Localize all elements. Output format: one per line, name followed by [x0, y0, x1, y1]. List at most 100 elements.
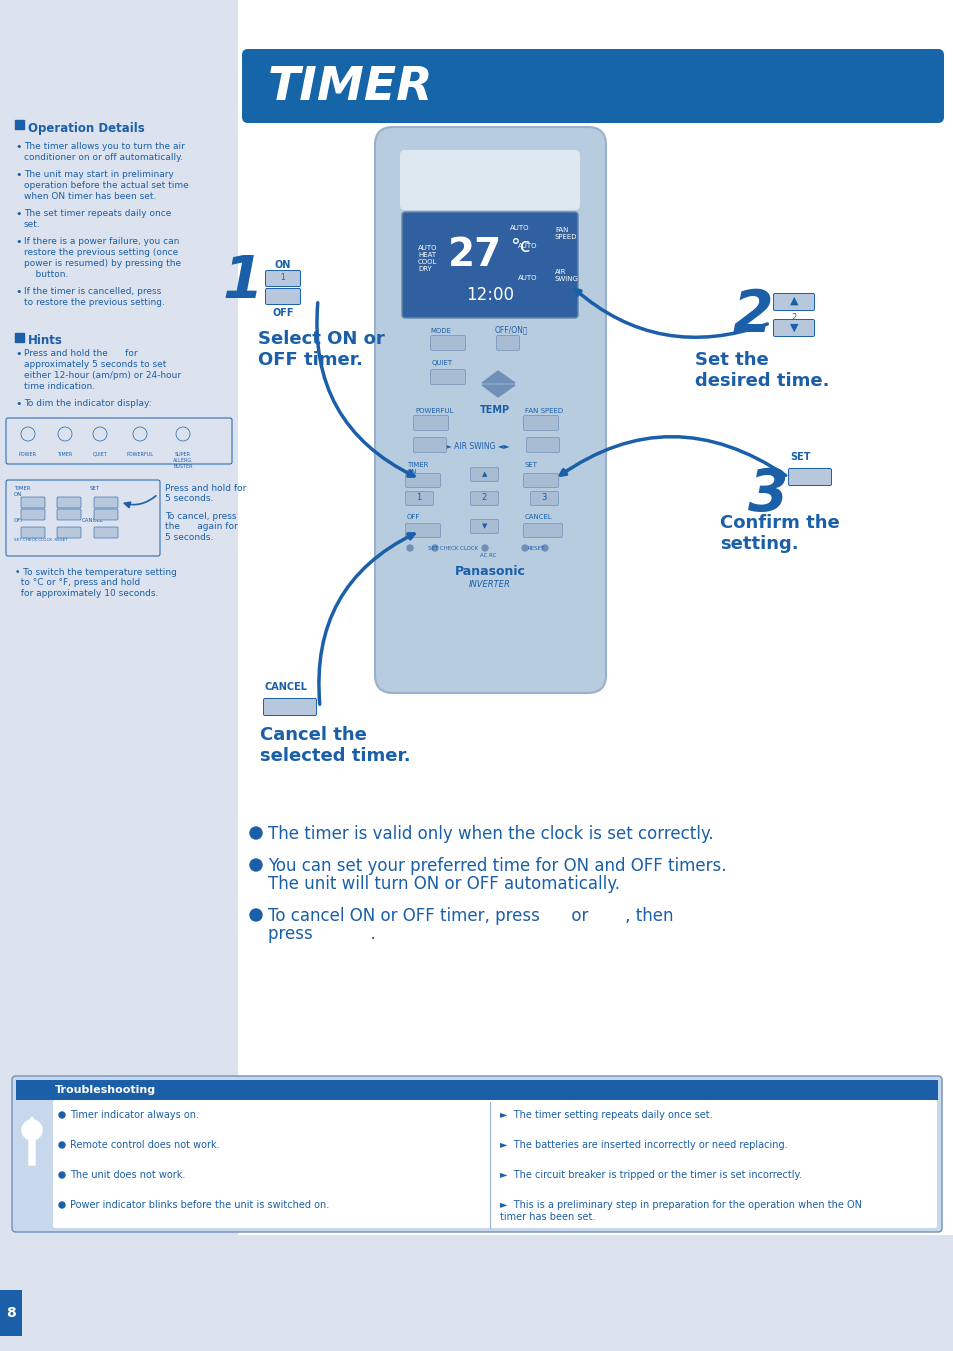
- Text: SET: SET: [524, 462, 537, 467]
- Text: QUIET: QUIET: [92, 453, 108, 457]
- FancyBboxPatch shape: [57, 497, 81, 508]
- Text: 1: 1: [222, 254, 263, 311]
- Text: • To switch the temperature setting
  to °C or °F, press and hold      
  for ap: • To switch the temperature setting to °…: [15, 567, 176, 597]
- Text: set.: set.: [24, 220, 41, 230]
- FancyBboxPatch shape: [405, 473, 440, 488]
- Text: •: •: [15, 349, 22, 359]
- Text: SET CHECK CLOCK  RESET: SET CHECK CLOCK RESET: [14, 538, 68, 542]
- FancyBboxPatch shape: [21, 527, 45, 538]
- Text: time indication.: time indication.: [24, 382, 95, 390]
- FancyBboxPatch shape: [401, 212, 578, 317]
- Text: MODE: MODE: [430, 328, 451, 334]
- Text: •: •: [15, 142, 22, 153]
- Text: SUPER
ALLERG.
BUSTER: SUPER ALLERG. BUSTER: [172, 453, 193, 469]
- FancyBboxPatch shape: [430, 335, 465, 350]
- Text: •: •: [15, 236, 22, 247]
- Text: Cancel the
selected timer.: Cancel the selected timer.: [260, 725, 410, 765]
- Text: QUIET: QUIET: [432, 359, 453, 366]
- Text: FAN SPEED: FAN SPEED: [524, 408, 562, 413]
- FancyBboxPatch shape: [265, 289, 300, 304]
- Text: Set the
desired time.: Set the desired time.: [695, 351, 828, 390]
- Text: Timer indicator always on.: Timer indicator always on.: [70, 1111, 199, 1120]
- Text: Select ON or
OFF timer.: Select ON or OFF timer.: [257, 330, 384, 369]
- Text: 8: 8: [6, 1306, 16, 1320]
- Circle shape: [250, 909, 262, 921]
- FancyBboxPatch shape: [94, 497, 118, 508]
- Text: Press and hold the      for: Press and hold the for: [24, 349, 137, 358]
- Circle shape: [432, 544, 437, 551]
- Circle shape: [250, 859, 262, 871]
- Text: AUTO: AUTO: [517, 276, 537, 281]
- Text: OFF: OFF: [272, 308, 294, 317]
- Text: SET: SET: [90, 486, 100, 490]
- FancyBboxPatch shape: [0, 1290, 22, 1336]
- Text: The unit does not work.: The unit does not work.: [70, 1170, 185, 1179]
- Polygon shape: [481, 385, 515, 397]
- FancyBboxPatch shape: [526, 438, 558, 453]
- Text: 1: 1: [416, 493, 421, 503]
- FancyBboxPatch shape: [57, 509, 81, 520]
- Text: The timer allows you to turn the air: The timer allows you to turn the air: [24, 142, 185, 151]
- Text: AC RC: AC RC: [479, 553, 496, 558]
- Text: power is resumed) by pressing the: power is resumed) by pressing the: [24, 259, 181, 267]
- Circle shape: [92, 427, 107, 440]
- Text: 3: 3: [747, 466, 787, 523]
- Text: •: •: [15, 399, 22, 409]
- FancyBboxPatch shape: [265, 270, 300, 286]
- Text: SET: SET: [789, 453, 810, 462]
- Circle shape: [407, 544, 413, 551]
- Text: INVERTER: INVERTER: [469, 580, 511, 589]
- Circle shape: [22, 1120, 42, 1140]
- Text: AUTO: AUTO: [510, 226, 529, 231]
- Text: Press and hold for
5 seconds.: Press and hold for 5 seconds.: [165, 484, 246, 504]
- FancyBboxPatch shape: [53, 1100, 936, 1228]
- Text: °c: °c: [509, 238, 530, 257]
- Text: operation before the actual set time: operation before the actual set time: [24, 181, 189, 190]
- FancyBboxPatch shape: [405, 492, 433, 505]
- Text: The set timer repeats daily once: The set timer repeats daily once: [24, 209, 172, 218]
- Text: ▲: ▲: [789, 296, 798, 305]
- Text: •: •: [15, 170, 22, 180]
- Text: AUTO
HEAT
COOL
DRY: AUTO HEAT COOL DRY: [417, 245, 437, 272]
- FancyBboxPatch shape: [399, 150, 579, 209]
- Text: 3: 3: [540, 493, 546, 503]
- Text: The unit may start in preliminary: The unit may start in preliminary: [24, 170, 173, 178]
- Text: approximately 5 seconds to set: approximately 5 seconds to set: [24, 359, 166, 369]
- Text: OFF/ONⓘ: OFF/ONⓘ: [495, 326, 528, 334]
- Circle shape: [250, 827, 262, 839]
- Text: POWERFUL: POWERFUL: [127, 453, 153, 457]
- Text: ►  This is a preliminary step in preparation for the operation when the ON
timer: ► This is a preliminary step in preparat…: [499, 1200, 862, 1221]
- Text: 1: 1: [280, 273, 285, 281]
- FancyBboxPatch shape: [375, 127, 605, 693]
- Text: RESET: RESET: [527, 546, 545, 551]
- FancyBboxPatch shape: [530, 492, 558, 505]
- Text: POWER: POWER: [19, 453, 37, 457]
- Circle shape: [541, 544, 547, 551]
- Text: Operation Details: Operation Details: [28, 122, 145, 135]
- Text: ►  The batteries are inserted incorrectly or need replacing.: ► The batteries are inserted incorrectly…: [499, 1140, 787, 1150]
- FancyBboxPatch shape: [21, 509, 45, 520]
- FancyBboxPatch shape: [470, 467, 498, 481]
- Text: either 12-hour (am/pm) or 24-hour: either 12-hour (am/pm) or 24-hour: [24, 372, 181, 380]
- FancyBboxPatch shape: [430, 370, 465, 385]
- Text: TIMER
ON: TIMER ON: [14, 486, 30, 497]
- FancyBboxPatch shape: [21, 497, 45, 508]
- FancyBboxPatch shape: [263, 698, 316, 716]
- Circle shape: [59, 1202, 65, 1208]
- Text: ▼: ▼: [482, 523, 487, 530]
- Text: •: •: [15, 209, 22, 219]
- Text: when ON timer has been set.: when ON timer has been set.: [24, 192, 156, 201]
- Text: ▼: ▼: [789, 323, 798, 332]
- Text: TIMER: TIMER: [57, 453, 72, 457]
- FancyBboxPatch shape: [523, 416, 558, 431]
- Text: To dim the indicator display:: To dim the indicator display:: [24, 399, 152, 408]
- FancyBboxPatch shape: [413, 438, 446, 453]
- Bar: [15, 120, 24, 128]
- Circle shape: [132, 427, 147, 440]
- Circle shape: [59, 1112, 65, 1119]
- Text: Hints: Hints: [28, 334, 63, 347]
- Text: ◄► AIR SWING ◄►: ◄► AIR SWING ◄►: [439, 442, 509, 451]
- FancyBboxPatch shape: [6, 417, 232, 463]
- Text: If the timer is cancelled, press: If the timer is cancelled, press: [24, 286, 172, 296]
- FancyBboxPatch shape: [523, 523, 562, 538]
